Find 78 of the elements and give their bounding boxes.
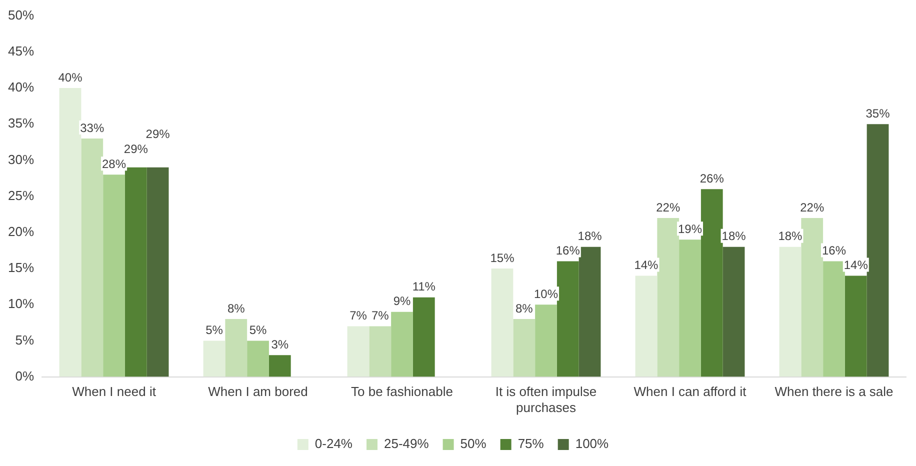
bar (203, 340, 226, 377)
data-label: 18% (778, 229, 803, 244)
x-tick-label: To be fashionable (351, 384, 453, 400)
bar (657, 218, 680, 377)
data-label: 14% (634, 258, 659, 272)
data-label: 5% (206, 323, 224, 338)
data-label: 29% (146, 126, 170, 141)
data-label: 3% (271, 337, 289, 352)
y-tick-label: 15% (8, 260, 34, 276)
x-tick-label: When there is a sale (774, 384, 894, 400)
data-label: 22% (656, 200, 680, 214)
data-label: 11% (412, 280, 436, 294)
bar (225, 319, 248, 377)
data-label: 9% (393, 294, 412, 308)
bar (124, 167, 147, 377)
data-label: 26% (700, 171, 724, 186)
data-label: 35% (866, 106, 890, 120)
y-tick-label: 35% (8, 116, 34, 131)
legend-label: 0-24% (314, 436, 353, 452)
data-label: 15% (490, 250, 515, 265)
data-label: 33% (80, 120, 104, 135)
bar (779, 246, 802, 377)
data-label: 22% (800, 200, 824, 214)
y-tick-label: 0% (15, 368, 34, 384)
bar (866, 124, 889, 377)
bar (513, 319, 536, 377)
y-tick-label: 45% (8, 43, 34, 58)
data-label: 8% (515, 301, 534, 316)
data-label: 28% (102, 156, 126, 171)
data-label: 19% (678, 222, 702, 236)
bar (491, 268, 514, 377)
bar (700, 189, 723, 377)
x-tick-label: It is often impulse purchases (495, 384, 597, 415)
y-tick-label: 10% (8, 296, 34, 312)
data-label: 40% (58, 70, 83, 84)
data-label: 18% (578, 229, 602, 244)
data-label: 8% (227, 301, 246, 316)
bar (268, 355, 291, 377)
x-tick-label: When I can afford it (634, 384, 747, 400)
data-label: 14% (844, 258, 868, 272)
legend-label: 25-49% (384, 436, 430, 452)
bar (347, 326, 370, 377)
y-tick-label: 20% (8, 224, 34, 239)
data-label: 10% (534, 286, 558, 301)
y-tick-label: 50% (8, 7, 34, 22)
bar (535, 304, 557, 377)
bar (247, 340, 269, 377)
data-label: 16% (822, 244, 846, 258)
data-label: 5% (249, 323, 268, 338)
legend-label: 50% (460, 436, 487, 452)
data-label: 7% (371, 308, 390, 323)
bar (59, 88, 82, 377)
y-tick-label: 40% (8, 80, 34, 95)
bar (556, 261, 579, 377)
y-tick-label: 5% (15, 332, 34, 348)
x-tick-label: When I am bored (208, 384, 308, 400)
y-tick-label: 25% (8, 188, 34, 203)
bar (391, 312, 413, 377)
bar (823, 261, 845, 377)
bar (801, 218, 824, 377)
bar (81, 138, 104, 377)
bar (635, 276, 658, 377)
y-tick-label: 30% (8, 152, 34, 167)
bar (369, 326, 392, 377)
bar (578, 246, 601, 377)
bar (679, 240, 701, 377)
x-tick-label: When I need it (72, 384, 156, 400)
data-label: 18% (722, 229, 746, 244)
bar (146, 167, 169, 377)
legend-label: 100% (575, 436, 610, 452)
data-label: 29% (124, 142, 148, 156)
bar (412, 297, 435, 377)
bar (844, 276, 867, 377)
data-label: 7% (350, 308, 368, 323)
bar (722, 246, 745, 377)
data-label: 16% (556, 244, 580, 258)
legend-label: 75% (518, 436, 544, 452)
bar (103, 174, 125, 377)
